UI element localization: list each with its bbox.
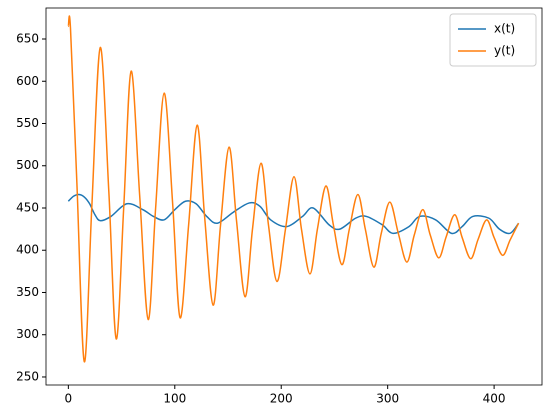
x-tick-label: 300 <box>376 392 399 406</box>
line <box>67 193 520 235</box>
legend-box <box>449 13 537 67</box>
y-tick-label: 550 <box>16 116 39 130</box>
x-tick-label: 0 <box>65 392 73 406</box>
y-tick-label: 600 <box>16 74 39 88</box>
y-tick-label: 300 <box>16 327 39 341</box>
legend-label: y(t) <box>494 44 515 58</box>
line <box>67 15 520 363</box>
axes-frame <box>45 7 543 386</box>
x-tick-label: 400 <box>483 392 506 406</box>
y-tick-label: 250 <box>16 369 39 383</box>
x-tick-label: 200 <box>270 392 293 406</box>
y-tick-label: 350 <box>16 285 39 299</box>
y-tick-label: 400 <box>16 243 39 257</box>
y-tick-label: 450 <box>16 200 39 214</box>
x-tick-label: 100 <box>163 392 186 406</box>
y-tick-label: 650 <box>16 32 39 46</box>
legend-label: x(t) <box>494 22 515 36</box>
y-tick-label: 500 <box>16 158 39 172</box>
